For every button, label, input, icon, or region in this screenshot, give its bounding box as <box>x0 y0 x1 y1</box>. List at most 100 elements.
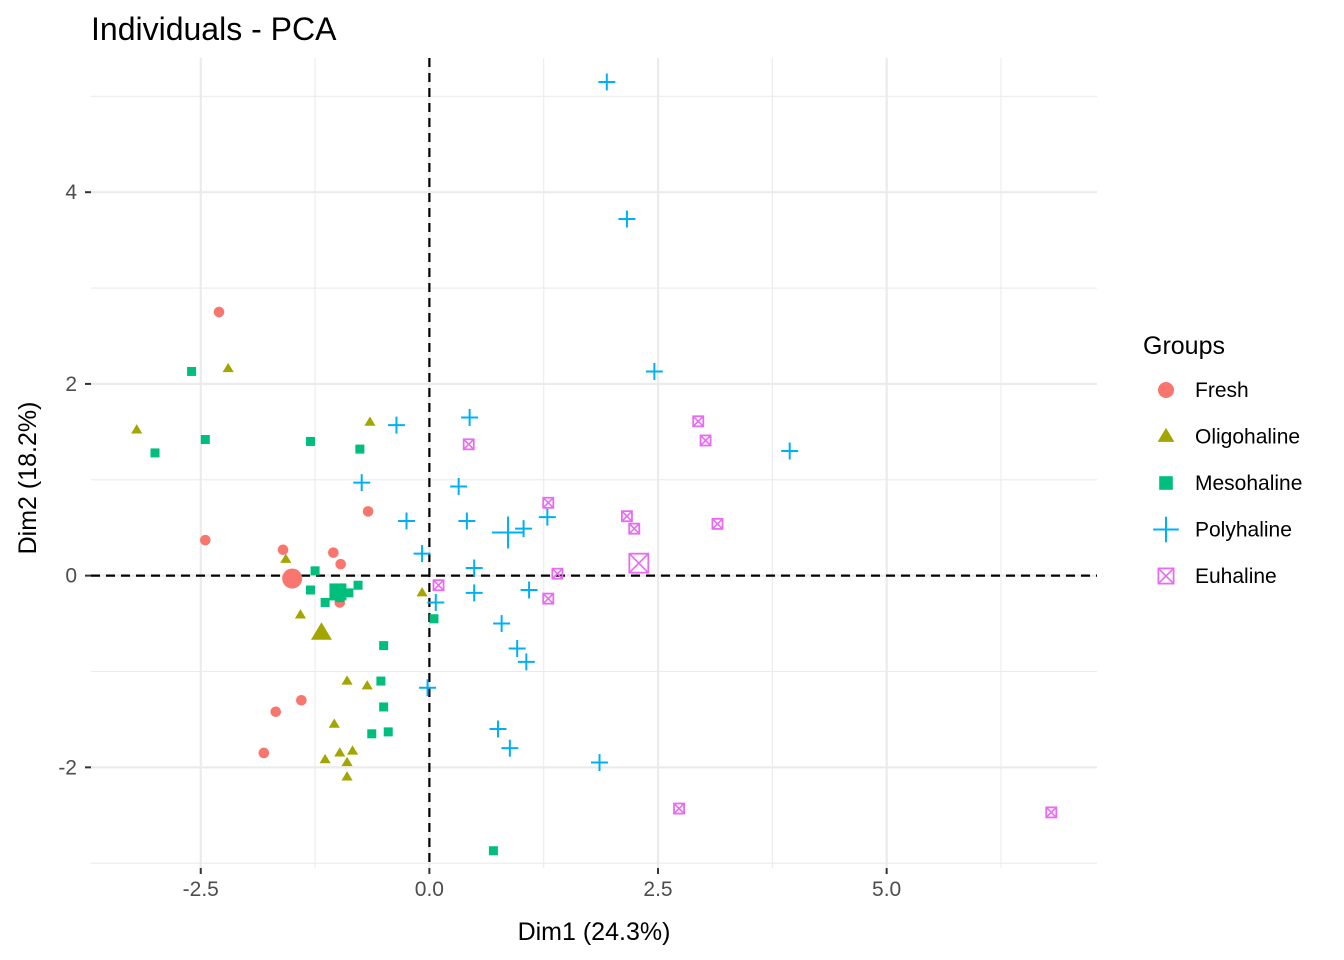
point-polyhaline <box>508 640 526 657</box>
data-points <box>131 73 1058 856</box>
x-tick-label: 0.0 <box>415 878 444 901</box>
point-mesohaline <box>150 448 160 458</box>
y-axis-label: Dim2 (18.2%) <box>14 402 42 555</box>
marker-shape <box>1157 427 1175 442</box>
legend-key-mesohaline <box>1159 476 1173 490</box>
point-polyhaline <box>520 581 538 599</box>
point-polyhaline <box>493 615 511 633</box>
marker-shape <box>429 614 439 624</box>
marker-shape <box>364 416 376 426</box>
marker-shape <box>542 593 554 605</box>
marker-shape <box>462 438 475 451</box>
point-mesohaline <box>187 366 197 376</box>
point-fresh <box>277 544 289 556</box>
marker-shape <box>628 552 650 574</box>
point-mesohaline <box>379 702 389 712</box>
point-oligohaline <box>328 718 340 728</box>
legend-label: Mesohaline <box>1195 472 1302 495</box>
legend: Groups Fresh Oligohaline Mesohaline Polyhal… <box>1143 332 1302 588</box>
point-polyhaline <box>781 442 799 460</box>
legend-label: Oligohaline <box>1195 426 1300 449</box>
point-polyhaline <box>465 584 483 602</box>
marker-shape <box>488 846 498 856</box>
point-polyhaline <box>645 362 663 380</box>
y-tick-label: 2 <box>65 373 77 396</box>
point-fresh <box>296 694 307 706</box>
marker-shape <box>258 747 270 759</box>
x-axis-label: Dim1 (24.3%) <box>518 918 671 946</box>
point-mesohaline <box>367 729 377 739</box>
marker-shape <box>367 729 377 739</box>
point-polyhaline <box>419 679 437 697</box>
point-euhaline <box>1045 806 1058 819</box>
marker-shape <box>711 518 724 530</box>
marker-shape <box>329 583 347 601</box>
point-oligohaline <box>341 675 353 685</box>
point-oligohaline <box>294 609 306 619</box>
marker-shape <box>542 496 555 509</box>
point-oligohaline <box>341 771 353 781</box>
legend-label: Euhaline <box>1195 565 1277 588</box>
point-polyhaline <box>450 478 468 495</box>
point-polyhaline <box>413 545 431 563</box>
marker-shape <box>432 579 445 592</box>
legend-key-oligohaline <box>1157 427 1175 442</box>
point-fresh <box>335 558 346 570</box>
point-polyhaline <box>387 416 405 434</box>
marker-shape <box>200 435 210 445</box>
point-polyhaline <box>515 520 533 538</box>
point-oligohaline <box>364 416 376 426</box>
legend-item: Fresh <box>1158 379 1249 402</box>
marker-shape <box>542 592 555 605</box>
reference-lines <box>91 58 1097 868</box>
point-polyhaline <box>458 512 476 530</box>
point-polyhaline <box>618 210 636 228</box>
marker-shape <box>692 415 704 427</box>
point-oligohaline <box>334 747 346 757</box>
point-mesohaline <box>383 727 393 737</box>
centroid-mesohaline <box>329 583 347 601</box>
marker-shape <box>320 597 330 607</box>
marker-shape <box>692 415 705 428</box>
marker-shape <box>551 568 564 580</box>
marker-shape <box>673 802 685 815</box>
marker-shape <box>200 534 211 546</box>
point-oligohaline <box>131 424 143 434</box>
marker-shape <box>310 566 320 576</box>
marker-shape <box>282 568 303 589</box>
point-oligohaline <box>280 553 292 563</box>
point-euhaline <box>432 579 445 592</box>
legend-key-fresh <box>1158 382 1174 398</box>
marker-shape <box>379 702 389 712</box>
point-oligohaline <box>222 362 234 373</box>
legend-item: Oligohaline <box>1157 426 1300 449</box>
marker-shape <box>376 676 386 686</box>
point-fresh <box>200 534 211 546</box>
marker-shape <box>335 558 346 570</box>
marker-shape <box>1158 382 1174 398</box>
point-euhaline <box>628 522 641 535</box>
marker-shape <box>344 588 354 598</box>
marker-shape <box>699 434 712 447</box>
marker-shape <box>542 497 554 509</box>
marker-shape <box>628 522 641 535</box>
marker-shape <box>346 745 359 755</box>
point-euhaline <box>673 802 685 815</box>
marker-shape <box>319 753 331 764</box>
point-euhaline <box>711 517 724 530</box>
point-euhaline <box>620 510 633 523</box>
y-tick-label: 0 <box>65 565 77 588</box>
marker-shape <box>328 547 339 558</box>
point-mesohaline <box>355 444 365 454</box>
marker-shape <box>334 747 346 757</box>
marker-shape <box>213 306 225 318</box>
point-mesohaline <box>344 588 354 598</box>
marker-shape <box>463 438 475 450</box>
point-mesohaline <box>305 436 315 446</box>
point-polyhaline <box>461 408 479 426</box>
point-mesohaline <box>379 641 389 651</box>
point-polyhaline <box>598 73 616 91</box>
point-polyhaline <box>427 593 445 611</box>
point-mesohaline <box>320 597 330 607</box>
